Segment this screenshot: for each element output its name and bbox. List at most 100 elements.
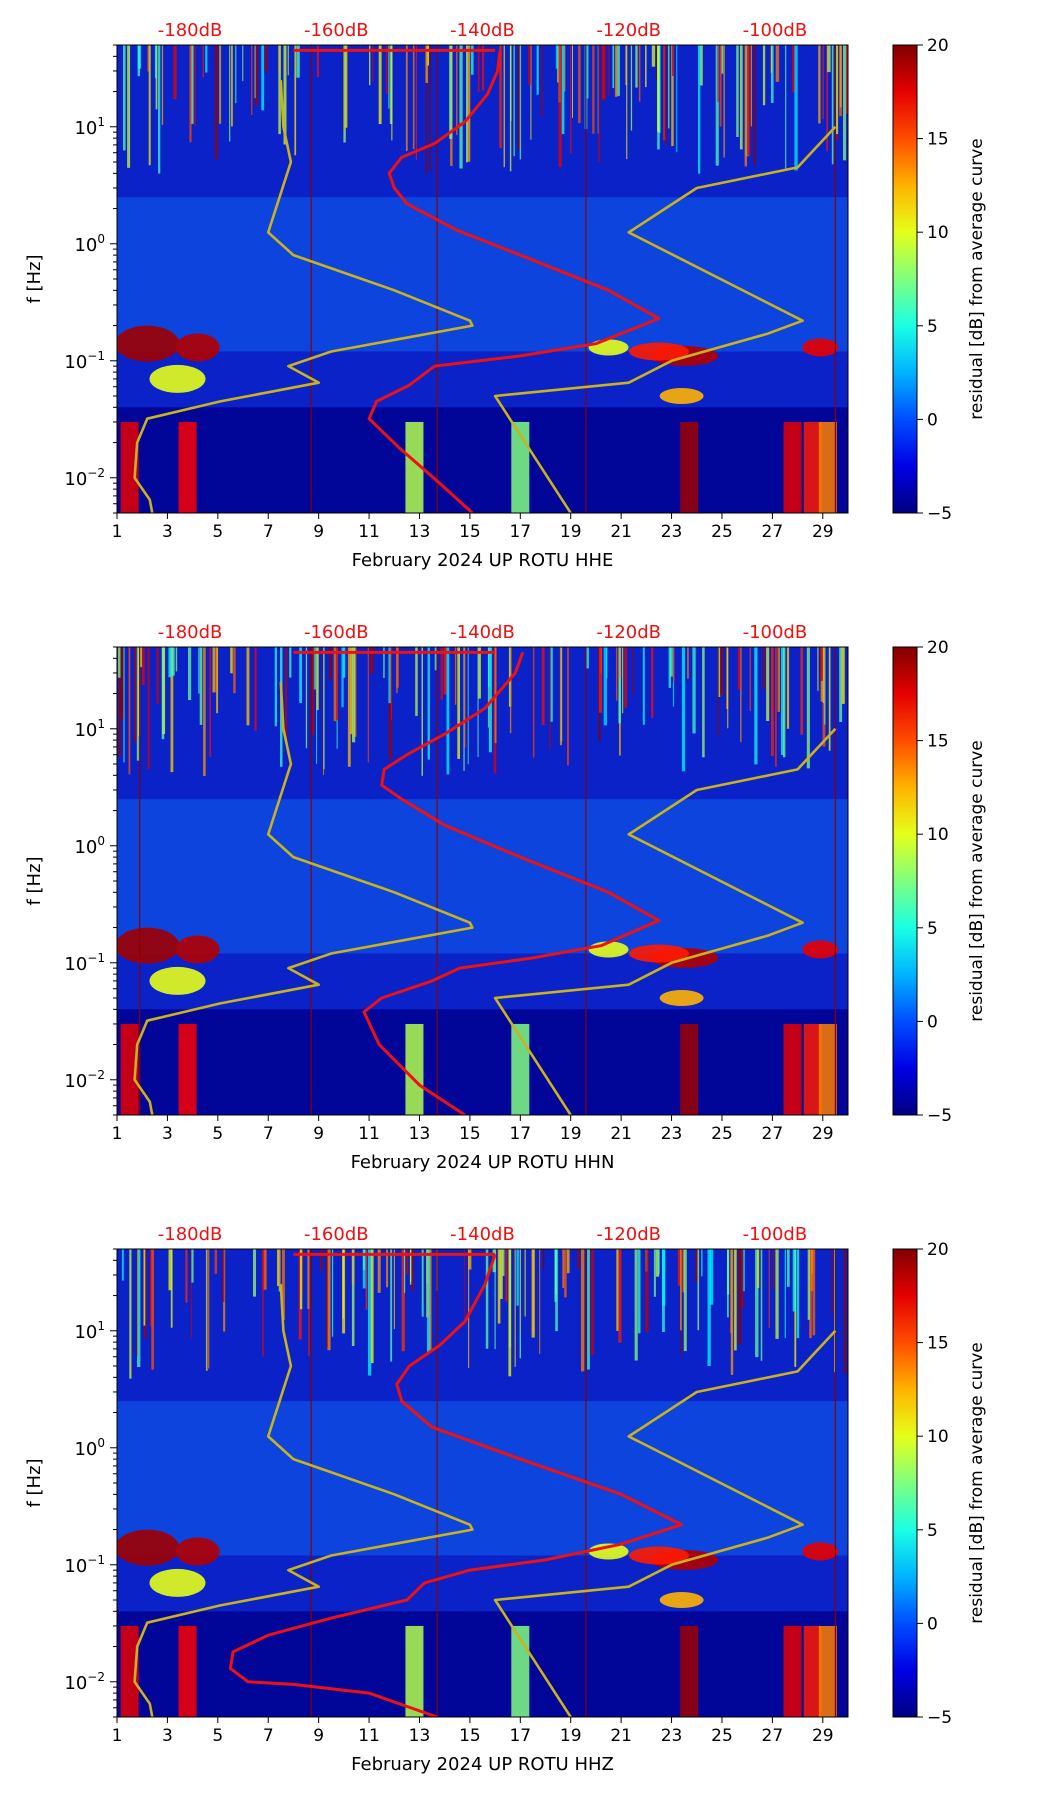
heatmap-hotspot [175,1537,220,1566]
heatmap-column [405,1023,424,1115]
x-tick-label: 5 [212,1124,223,1144]
heatmap-streak [120,647,124,720]
x-tick-label: 7 [263,522,274,542]
noise-model-high-curve [493,1329,837,1717]
x-tick-label: 27 [762,522,784,542]
heatmap-streak [255,45,259,106]
x-tick-label: 19 [560,1124,582,1144]
heatmap-streak [372,45,374,82]
top-db-label: -160dB [304,622,369,643]
heatmap-streak [796,1249,800,1339]
heatmap-streak [494,1249,496,1350]
heatmap-streak [323,647,325,770]
heatmap-streak [616,1249,619,1331]
heatmap-streak [634,1249,638,1361]
top-db-label: -140dB [450,622,515,643]
heatmap-streak [287,45,289,76]
heatmap-streak [577,1249,580,1270]
heatmap-streak [826,45,828,152]
heatmap-streak [365,1249,368,1310]
heatmap-streak [742,1249,745,1292]
heatmap-streak [377,1249,381,1293]
heatmap-streak [278,45,281,135]
colorbar-tick-label: 10 [927,825,949,845]
heatmap-streak [139,647,142,668]
x-tick-label: 25 [711,1726,733,1746]
heatmap-streak [262,1249,266,1290]
heatmap-streak [388,647,391,704]
heatmap-streak [296,45,300,78]
heatmap-streak [129,1249,132,1379]
colorbar-label: residual [dB] from average curve [967,740,987,1021]
heatmap-streak [214,1249,218,1274]
heatmap-streak [212,647,216,693]
heatmap-hotspot [802,940,839,959]
heatmap-streak [147,45,150,72]
heatmap-streak [655,1249,660,1277]
noise-model-low-curve [133,1284,474,1717]
heatmap-streak [463,647,466,748]
heatmap-streak [251,45,253,115]
x-tick-label: 11 [358,522,380,542]
heatmap-streak [541,45,543,117]
heatmap-column [803,421,822,513]
heatmap-streak [199,647,203,725]
heatmap-streak [626,45,628,160]
heatmap-low-band [117,407,848,513]
heatmap-streak [391,45,393,141]
x-axis-label: February 2024 UP ROTU HHZ [351,1754,614,1775]
heatmap-streak [510,45,512,121]
spectrogram-panel-hhn: 1 3 5 7 9 11 13 15 17 19 21 23 25 27 29 February 2024 U… [0,602,1052,1204]
heatmap-streak [672,45,674,76]
heatmap-streak [524,1249,526,1317]
heatmap-streak [351,1249,355,1346]
heatmap-streak [715,45,719,166]
heatmap-streak [341,647,344,708]
heatmap-streak [590,1249,594,1355]
heatmap-streak [467,45,471,162]
heatmap-streak [727,647,729,729]
heatmap-streak [277,1249,280,1286]
colorbar-tick-label: 15 [927,130,949,150]
top-db-label: -100dB [743,20,808,41]
spectrogram-panel-hhe: 1 3 5 7 9 11 13 15 17 19 21 23 25 27 29 February 2024 U… [0,0,1052,602]
heatmap-streak [791,45,795,93]
heatmap-column [803,1023,822,1115]
heatmap-streak [233,647,236,694]
heatmap-streak [792,1249,796,1312]
heatmap-streak [771,647,774,756]
y-tick-label: 10−1 [64,1553,105,1577]
heatmap-streak [468,1249,472,1270]
heatmap-streak [283,45,287,145]
heatmap-streak [618,647,621,724]
x-tick-label: 3 [162,1124,173,1144]
heatmap-streak [664,45,667,146]
heatmap-streak [409,1249,412,1285]
heatmap-streak [509,647,512,734]
heatmap-streak [843,45,847,161]
heatmap-streak [745,45,749,157]
y-tick-label: 10−2 [64,1670,105,1694]
heatmap-streak [818,45,821,124]
x-tick-label: 13 [409,522,431,542]
heatmap-streak [721,45,724,74]
x-tick-label: 23 [661,1726,683,1746]
heatmap-streak [342,1249,346,1334]
heatmap-streak [308,1249,310,1357]
y-tick-label: 10−1 [64,349,105,373]
heatmap-streak [744,45,747,167]
heatmap-low-band [117,1611,848,1717]
x-tick-label: 19 [560,522,582,542]
x-tick-label: 1 [112,1726,123,1746]
heatmap-streak [608,45,610,96]
heatmap-streak [550,647,553,722]
colorbar-tick-label: 5 [927,317,938,337]
heatmap-streak [773,1249,775,1290]
heatmap-streak [370,1249,374,1364]
heatmap-hotspot [175,333,220,362]
heatmap-streak [156,647,159,704]
heatmap-streak [147,647,150,770]
heatmap-streak [274,647,277,727]
